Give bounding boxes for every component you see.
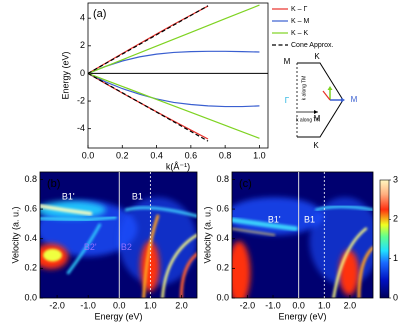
- arrow-head: [341, 97, 345, 103]
- panel-label: (b): [47, 178, 60, 190]
- heat-band: [232, 217, 298, 232]
- series-line: [88, 5, 209, 74]
- y-axis-label: Velocity (a. u.): [10, 206, 20, 263]
- y-tick-label: 0.8: [216, 174, 229, 184]
- heat-band: [232, 227, 276, 236]
- bz-label: k along TK: [296, 117, 320, 123]
- plot-frame: [87, 2, 269, 149]
- plot-frame: [231, 171, 374, 299]
- x-tick-label: 2.0: [344, 300, 357, 310]
- heat-band: [40, 204, 93, 216]
- x-tick-label: 2.0: [175, 300, 188, 310]
- heat-band: [179, 252, 197, 298]
- x-tick-label: 0.8: [219, 150, 232, 160]
- heat-band: [315, 205, 373, 212]
- y-tick-label: 0.2: [216, 263, 229, 273]
- y-tick-label: 0.6: [216, 203, 229, 213]
- heat-band: [142, 214, 160, 298]
- x-tick-label: 1.0: [253, 150, 266, 160]
- heat-blob: [43, 248, 62, 262]
- panel-label: (c): [239, 178, 252, 190]
- plot-frame: [39, 171, 198, 299]
- band-label: B2': [84, 242, 97, 252]
- y-tick-label: 0.6: [24, 203, 37, 213]
- y-tick-label: 0.4: [216, 233, 229, 243]
- heatmap: [232, 172, 373, 298]
- heat-blob: [118, 197, 197, 286]
- y-tick-label: -2: [77, 95, 85, 105]
- series-group: [88, 4, 260, 142]
- band-label: B2: [121, 242, 132, 252]
- heat-blob: [339, 250, 359, 296]
- y-axis-label: Energy (eV): [60, 51, 70, 99]
- x-axis-label: Energy (eV): [278, 311, 326, 321]
- arrow-head: [327, 86, 333, 90]
- bz-label: k along TM: [301, 76, 307, 101]
- bz-label: K: [314, 52, 320, 61]
- x-axis-label: Energy (eV): [94, 311, 142, 321]
- bz-label: M: [351, 95, 358, 104]
- x-tick-label: 1.0: [144, 300, 157, 310]
- y-tick-label: 0.0: [216, 292, 229, 302]
- colorbar-tick-label: 1: [393, 253, 398, 263]
- y-tick-label: 0.8: [24, 174, 37, 184]
- legend-label: K – K: [291, 30, 308, 37]
- heat-band: [40, 215, 117, 222]
- series-line: [88, 72, 260, 139]
- legend-label: Cone Approx.: [291, 42, 333, 49]
- x-tick-label: -1.0: [265, 300, 281, 310]
- y-tick-label: -4: [77, 123, 85, 133]
- series-line: [88, 72, 209, 142]
- band-label: B1: [132, 192, 143, 202]
- colorbar-tick-label: 3: [393, 174, 398, 184]
- heat-blob: [232, 241, 251, 298]
- x-tick-label: 0.0: [82, 150, 95, 160]
- bz-label: Γ: [285, 96, 290, 105]
- x-tick-label: -1.0: [80, 300, 96, 310]
- x-tick-label: 0.4: [150, 150, 163, 160]
- band-label: B1': [62, 192, 75, 202]
- heat-band: [161, 233, 197, 298]
- x-tick-label: 0.0: [292, 300, 305, 310]
- series-line: [88, 72, 260, 108]
- y-axis-label: Velocity (a. u.): [202, 206, 212, 263]
- colorbar-tick-label: 0: [393, 292, 398, 302]
- x-tick-label: -2.0: [49, 300, 65, 310]
- heat-band: [332, 227, 368, 298]
- y-tick-label: 4: [80, 13, 85, 23]
- bz-label: M: [284, 57, 291, 66]
- heat-band: [66, 223, 102, 275]
- x-tick-label: 0.2: [116, 150, 129, 160]
- x-tick-label: 0.0: [113, 300, 126, 310]
- panel-label: (a): [93, 8, 106, 20]
- y-tick-label: 0.4: [24, 233, 37, 243]
- heatmap: [40, 172, 197, 298]
- bz-label: K: [313, 141, 319, 150]
- x-tick-label: 0.6: [185, 150, 198, 160]
- x-tick-label: -2.0: [240, 300, 256, 310]
- series-line: [88, 50, 260, 74]
- y-tick-label: 0.0: [24, 292, 37, 302]
- legend-label: K – Γ: [291, 6, 307, 13]
- heat-band: [124, 206, 197, 218]
- series-line: [88, 4, 260, 74]
- arrow-head: [314, 110, 318, 114]
- y-tick-label: 2: [80, 40, 85, 50]
- colorbar: [379, 179, 390, 299]
- x-tick-label: 1.0: [318, 300, 331, 310]
- band-label: B1: [304, 214, 315, 224]
- y-tick-label: 0: [80, 68, 85, 78]
- y-tick-label: 0.2: [24, 263, 37, 273]
- colorbar-tick-label: 2: [393, 214, 398, 224]
- heat-band: [357, 246, 373, 298]
- arrow-red: [322, 90, 331, 101]
- band-label: B1': [268, 214, 281, 224]
- legend-label: K – M: [291, 18, 309, 25]
- bz-label: M: [314, 114, 321, 123]
- x-axis-label: k(Å⁻¹): [166, 161, 190, 171]
